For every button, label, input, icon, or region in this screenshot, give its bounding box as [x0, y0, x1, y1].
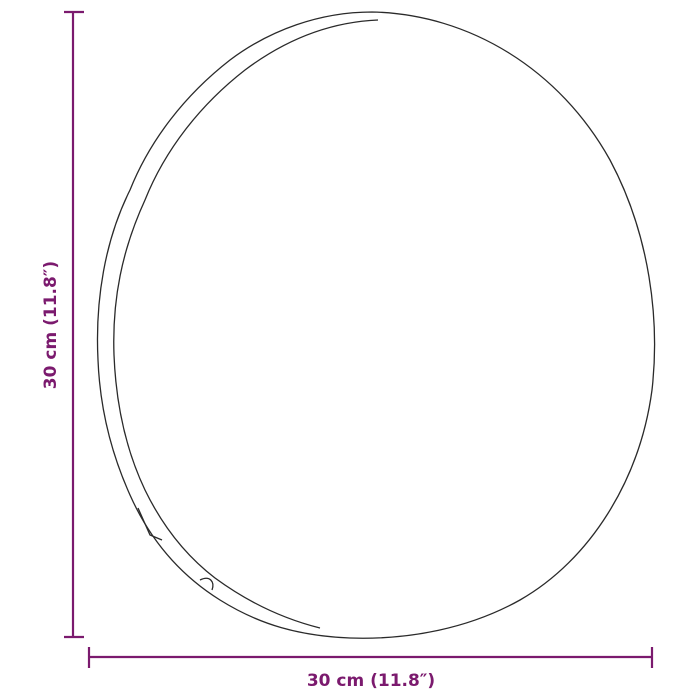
mirror-outline — [96, 11, 656, 639]
width-label: 30 cm (11.8″) — [307, 671, 435, 691]
height-dimension — [64, 10, 84, 639]
mirror-inner-edge — [113, 19, 379, 629]
mirror-bracket — [137, 507, 163, 541]
height-label: 30 cm (11.8″) — [41, 261, 61, 389]
mirror-outer-edge — [96, 11, 656, 639]
mirror-edge-detail — [199, 577, 214, 591]
width-dimension — [87, 647, 654, 668]
